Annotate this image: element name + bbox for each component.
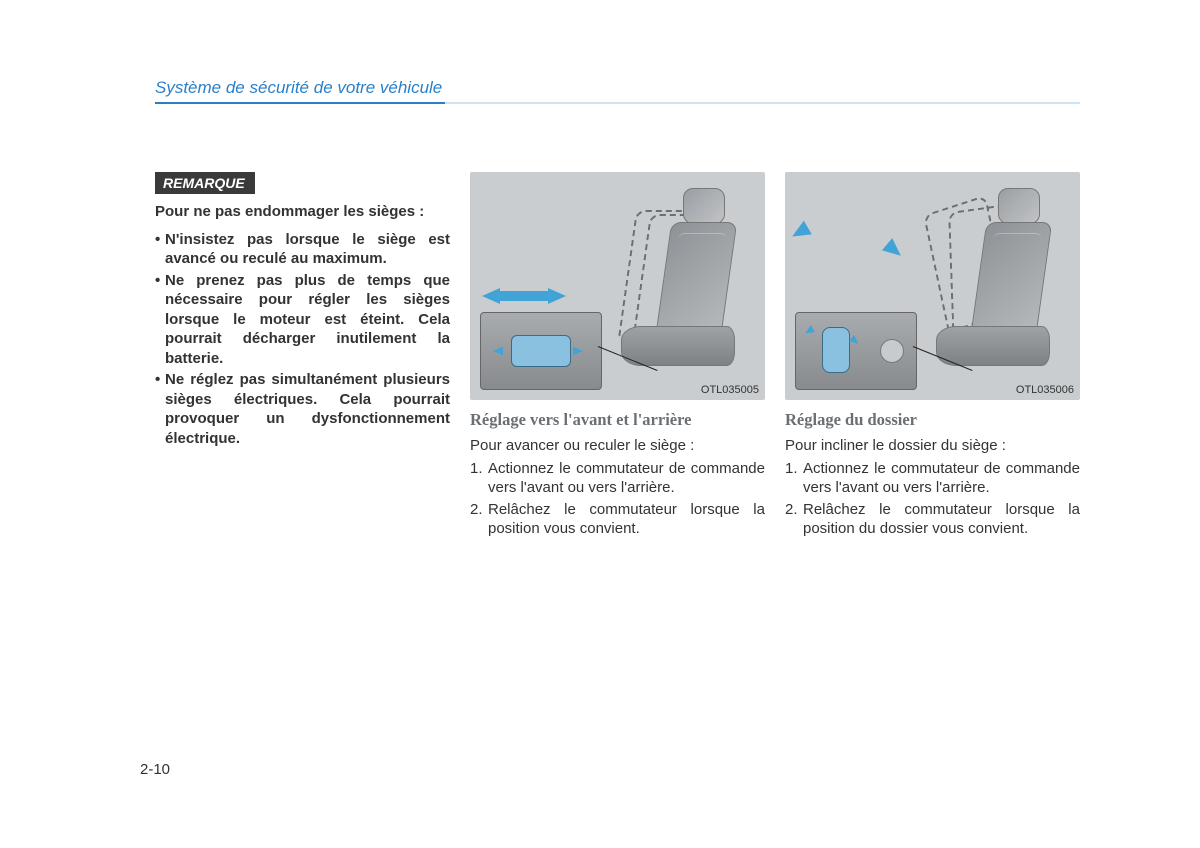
figure-recline: OTL035006 [785,172,1080,400]
arrow-tilt-forward-icon [882,238,906,262]
arrow-left-icon [482,288,500,304]
remark-item: N'insistez pas lorsque le siège est avan… [155,230,450,269]
page-number: 2-10 [140,761,170,778]
recline-switch-icon [822,327,850,373]
inset-arrow-left-icon [493,347,503,356]
column-forward-back: OTL035005 Réglage vers l'avant et l'arri… [470,172,765,541]
steps-list: Actionnez le commutateur de commande ver… [785,459,1080,539]
control-knob-icon [880,339,904,363]
step-item: Actionnez le commutateur de commande ver… [470,459,765,498]
control-inset [795,312,917,390]
figure-code: OTL035006 [1016,384,1074,396]
seat-switch-icon [511,335,571,367]
seat-illustration [906,178,1076,394]
page-header-title: Système de sécurité de votre véhicule [155,78,442,98]
headrest-icon [683,188,725,224]
remark-label: REMARQUE [155,172,255,194]
remark-intro: Pour ne pas endommager les sièges : [155,202,450,222]
section-intro: Pour incliner le dossier du siège : [785,436,1080,456]
step-item: Relâchez le commutateur lorsque la posit… [785,500,1080,539]
inset-arrow-forward-icon [849,335,861,347]
figure-code: OTL035005 [701,384,759,396]
column-remark: REMARQUE Pour ne pas endommager les sièg… [155,172,450,541]
remark-item: Ne prenez pas plus de temps que nécessai… [155,271,450,369]
step-item: Relâchez le commutateur lorsque la posit… [470,500,765,539]
inset-arrow-back-icon [803,325,815,336]
steps-list: Actionnez le commutateur de commande ver… [470,459,765,539]
arrow-shaft-icon [500,291,550,301]
inset-arrow-right-icon [573,347,583,356]
section-title: Réglage du dossier [785,410,1080,430]
section-intro: Pour avancer ou reculer le siège : [470,436,765,456]
arrow-tilt-back-icon [788,221,812,244]
step-item: Actionnez le commutateur de commande ver… [785,459,1080,498]
header-rule [155,102,1080,104]
seat-cushion-icon [936,326,1050,366]
headrest-icon [998,188,1040,224]
arrow-right-icon [548,288,566,304]
seat-cushion-icon [621,326,735,366]
remark-item: Ne réglez pas simultanément plusieurs si… [155,370,450,448]
control-inset [480,312,602,390]
figure-forward-back: OTL035005 [470,172,765,400]
content-columns: REMARQUE Pour ne pas endommager les sièg… [155,172,1080,541]
section-title: Réglage vers l'avant et l'arrière [470,410,765,430]
remark-list: N'insistez pas lorsque le siège est avan… [155,230,450,449]
column-recline: OTL035006 Réglage du dossier Pour inclin… [785,172,1080,541]
seat-illustration [591,178,761,394]
